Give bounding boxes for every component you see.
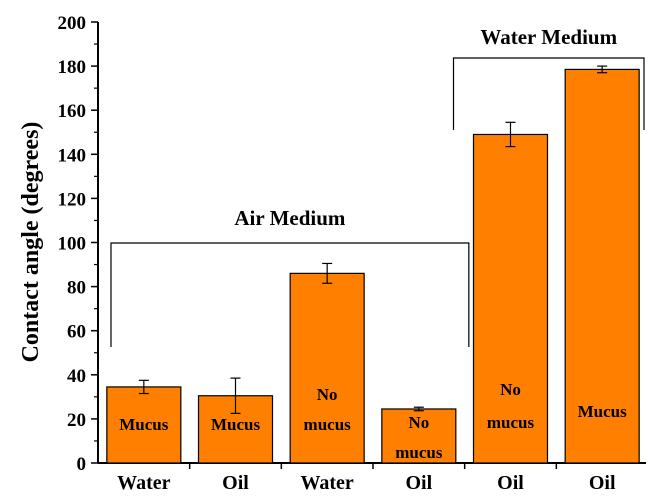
bar-label: mucus [304, 415, 352, 434]
bar-label: Mucus [578, 402, 628, 421]
x-category-label: Oil [405, 472, 432, 494]
bar [289, 272, 365, 464]
y-tick-label: 60 [67, 322, 86, 343]
x-category-label: Oil [222, 472, 249, 494]
x-category-label: Water [301, 472, 354, 494]
y-tick-label: 80 [67, 278, 86, 299]
y-tick-label: 20 [67, 410, 86, 431]
y-tick-label: 100 [58, 234, 87, 255]
bar [106, 386, 182, 464]
x-category-label: Water [117, 472, 170, 494]
groups-layer: Air Medium Water Medium [110, 25, 645, 347]
bar-label: No [317, 385, 338, 404]
labels-layer: Water Mucus Oil Mucus Water No mucus Oil No mucus… [117, 380, 627, 494]
bar-label: No [408, 413, 429, 432]
y-tick-label: 200 [58, 13, 87, 34]
group-label: Water Medium [480, 25, 617, 49]
x-category-label: Oil [497, 472, 524, 494]
bar-label: Mucus [211, 415, 261, 434]
group-bracket [110, 242, 470, 347]
y-axis-label: Contact angle (degrees) [18, 122, 44, 363]
bars-layer [106, 65, 640, 464]
bar-label: Mucus [119, 415, 169, 434]
x-category-label: Oil [589, 472, 616, 494]
y-tick-label: 40 [67, 366, 86, 387]
group-bracket [452, 57, 645, 130]
y-tick-label: 140 [58, 145, 87, 166]
y-tick-label: 0 [77, 454, 87, 475]
bar [381, 408, 457, 464]
y-tick-label: 180 [58, 57, 87, 78]
bar [564, 68, 640, 464]
plot-frame: 0 20 40 60 80 100 120 140 160 180 200 [58, 13, 646, 475]
bar-label: No [500, 380, 521, 399]
bar-label: mucus [487, 413, 535, 432]
bar [472, 133, 549, 464]
group-label: Air Medium [234, 206, 346, 230]
y-tick-label: 120 [58, 189, 87, 210]
bar-label: mucus [395, 443, 443, 462]
y-tick-label: 160 [58, 101, 87, 122]
